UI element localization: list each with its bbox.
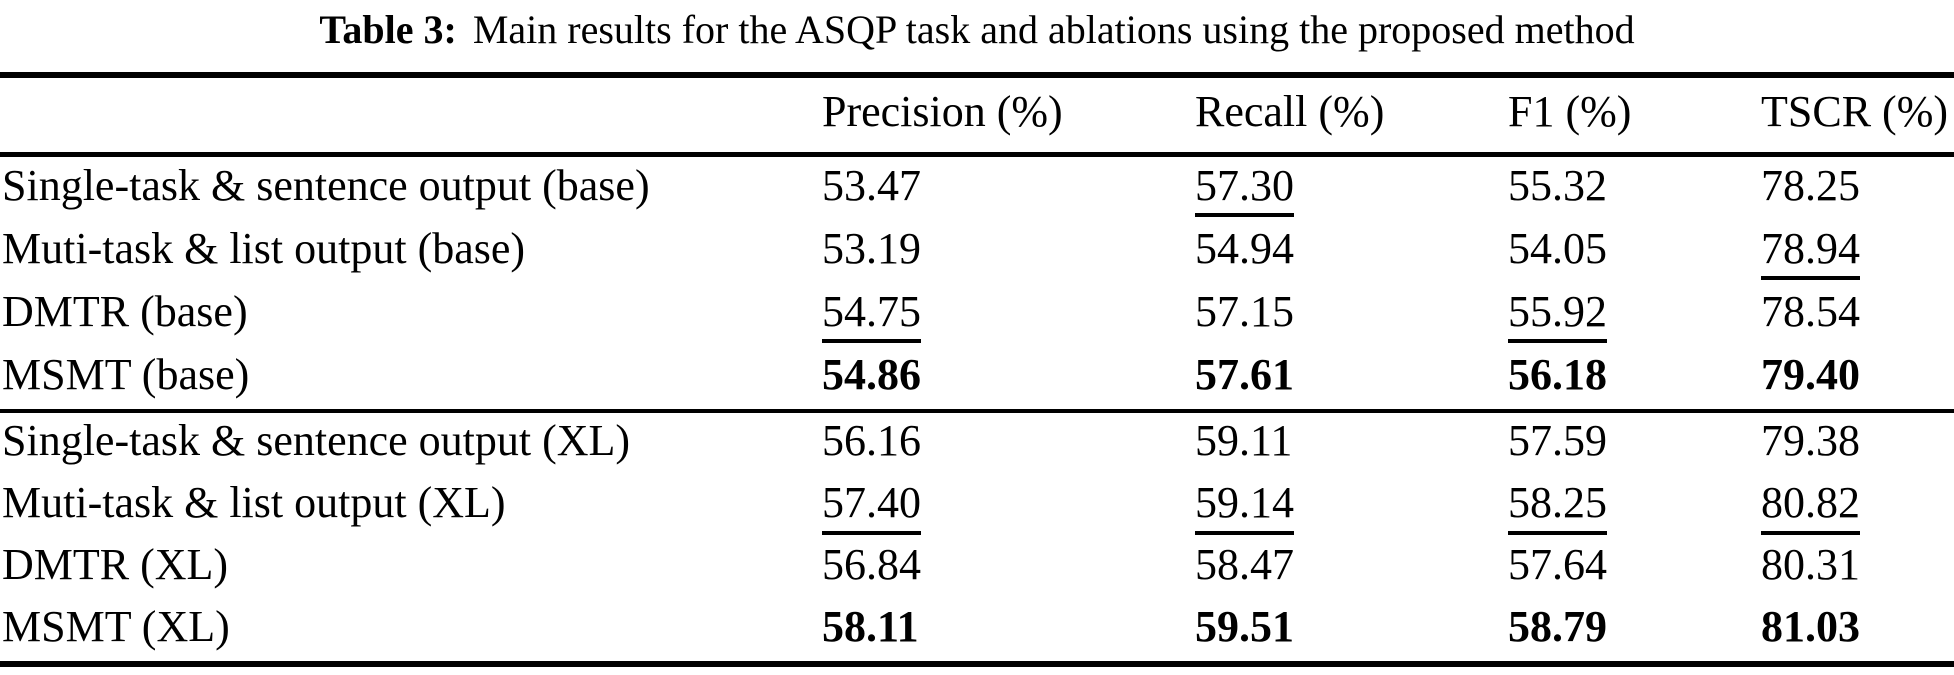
- cell-f1: 57.64: [1508, 540, 1607, 590]
- cell-recall: 54.94: [1195, 223, 1294, 273]
- table-row: MSMT (base) 54.86 57.61 56.18 79.40: [0, 346, 1954, 409]
- cell-f1: 55.92: [1508, 288, 1607, 344]
- table-group-xl: Single-task & sentence output (XL) 56.16…: [0, 413, 1954, 661]
- cell-recall: 59.11: [1195, 416, 1293, 466]
- table-top-rule: [0, 72, 1954, 78]
- table-caption: Table 3: Main results for the ASQP task a…: [0, 0, 1954, 60]
- column-header-precision: Precision (%): [822, 87, 1063, 137]
- column-header-tscr: TSCR (%): [1761, 87, 1948, 137]
- table-row: DMTR (XL) 56.84 58.47 57.64 80.31: [0, 537, 1954, 599]
- table-header-rule: [0, 152, 1954, 157]
- row-label: DMTR (XL): [2, 540, 229, 590]
- cell-recall: 59.51: [1195, 602, 1294, 652]
- cell-precision: 57.40: [822, 480, 921, 535]
- cell-recall: 57.30: [1195, 162, 1294, 218]
- cell-precision: 56.84: [822, 540, 921, 590]
- cell-tscr: 80.31: [1761, 540, 1860, 590]
- cell-tscr: 79.38: [1761, 416, 1860, 466]
- cell-f1: 58.79: [1508, 602, 1607, 652]
- cell-precision: 54.75: [822, 288, 921, 344]
- cell-precision: 54.86: [822, 349, 921, 399]
- cell-recall: 58.47: [1195, 540, 1294, 590]
- column-header-recall: Recall (%): [1195, 87, 1385, 137]
- cell-precision: 53.19: [822, 223, 921, 273]
- cell-f1: 55.32: [1508, 160, 1607, 210]
- row-label: Muti-task & list output (XL): [2, 478, 506, 528]
- table-caption-text: Main results for the ASQP task and ablat…: [472, 7, 1635, 52]
- table-header-row: Precision (%) Recall (%) F1 (%) TSCR (%): [0, 78, 1954, 152]
- cell-recall: 57.61: [1195, 349, 1294, 399]
- cell-tscr: 78.54: [1761, 286, 1860, 336]
- cell-f1: 58.25: [1508, 480, 1607, 535]
- table-bottom-rule: [0, 661, 1954, 667]
- cell-tscr: 80.82: [1761, 480, 1860, 535]
- table-row: Muti-task & list output (XL) 57.40 59.14…: [0, 475, 1954, 537]
- table-row: Single-task & sentence output (XL) 56.16…: [0, 413, 1954, 475]
- table-row: Single-task & sentence output (base) 53.…: [0, 157, 1954, 220]
- table-row: MSMT (XL) 58.11 59.51 58.79 81.03: [0, 599, 1954, 661]
- cell-tscr: 79.40: [1761, 349, 1860, 399]
- row-label: MSMT (base): [2, 349, 250, 399]
- cell-precision: 53.47: [822, 160, 921, 210]
- table-row: DMTR (base) 54.75 57.15 55.92 78.54: [0, 283, 1954, 346]
- row-label: Single-task & sentence output (base): [2, 160, 650, 210]
- table-group-base: Single-task & sentence output (base) 53.…: [0, 157, 1954, 409]
- row-label: Muti-task & list output (base): [2, 223, 526, 273]
- table-caption-number: Table 3:: [319, 7, 457, 52]
- row-label: Single-task & sentence output (XL): [2, 416, 631, 466]
- cell-recall: 59.14: [1195, 480, 1294, 535]
- row-label: DMTR (base): [2, 286, 248, 336]
- column-header-f1: F1 (%): [1508, 87, 1632, 137]
- table-row: Muti-task & list output (base) 53.19 54.…: [0, 220, 1954, 283]
- cell-precision: 56.16: [822, 416, 921, 466]
- cell-f1: 56.18: [1508, 349, 1607, 399]
- cell-f1: 54.05: [1508, 223, 1607, 273]
- cell-tscr: 78.25: [1761, 160, 1860, 210]
- table-group-divider-rule: [0, 409, 1954, 413]
- cell-f1: 57.59: [1508, 416, 1607, 466]
- cell-tscr: 78.94: [1761, 225, 1860, 281]
- cell-recall: 57.15: [1195, 286, 1294, 336]
- cell-precision: 58.11: [822, 602, 919, 652]
- row-label: MSMT (XL): [2, 602, 230, 652]
- cell-tscr: 81.03: [1761, 602, 1860, 652]
